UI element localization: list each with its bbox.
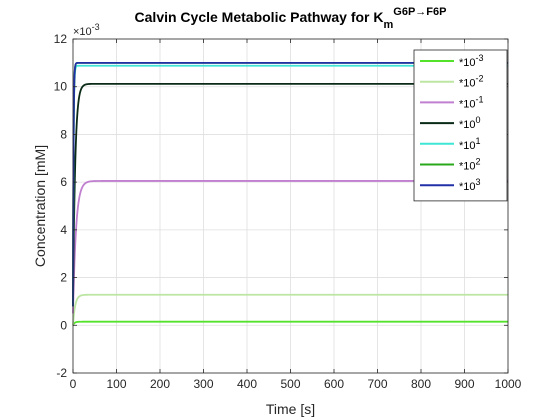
legend-label: *10-3 (459, 53, 484, 69)
y-axis-multiplier: ×10-3 (73, 22, 100, 38)
legend-label: *102 (459, 157, 481, 173)
legend: *10-3 *10-2 *10-1 *100 *101 *102 *103 (413, 49, 508, 202)
y-axis-multiplier-exponent: -3 (92, 22, 100, 32)
y-axis-multiplier-base: ×10 (73, 26, 92, 38)
series-line (72, 61, 508, 307)
series-line (72, 320, 508, 327)
x-tick-label: 500 (280, 377, 300, 391)
legend-label: *10-1 (459, 94, 484, 110)
x-tick-label: 100 (106, 377, 126, 391)
x-tick-label: 1000 (495, 377, 522, 391)
chart-title-subscript: m (384, 19, 394, 31)
chart-title: Calvin Cycle Metabolic Pathway for KmG6P… (135, 6, 447, 31)
legend-label: *101 (459, 136, 481, 152)
x-tick-label: 900 (454, 377, 474, 391)
x-tick-label: 600 (324, 377, 344, 391)
x-tick-label: 0 (70, 377, 77, 391)
x-tick-label: 300 (193, 377, 213, 391)
chart-title-superscript: G6P→F6P (393, 6, 446, 18)
y-tick-label: 0 (60, 318, 67, 332)
data-series (72, 61, 508, 327)
x-tick-label: 200 (150, 377, 170, 391)
series-line (72, 82, 508, 308)
x-tick-label: 700 (367, 377, 387, 391)
legend-box (413, 49, 508, 202)
x-tick-label: 800 (411, 377, 431, 391)
y-tick-label: 6 (60, 175, 67, 189)
y-tick-label: 12 (54, 32, 68, 46)
series-line (72, 64, 508, 307)
legend-label: *103 (459, 177, 481, 193)
series-line (72, 293, 508, 327)
y-tick-label: 8 (60, 127, 67, 141)
series-line (72, 180, 508, 315)
y-tick-label: 4 (60, 223, 67, 237)
axis-ticks: 0 100 200 300 400 500 600 700 800 900 1000-2024681… (54, 32, 522, 391)
y-axis-label: Concentration [mM] (32, 145, 48, 267)
legend-label: *10-2 (459, 74, 484, 90)
legend-label: *100 (459, 115, 481, 131)
y-tick-label: 10 (54, 80, 68, 94)
x-axis-label: Time [s] (266, 401, 315, 417)
y-tick-label: -2 (56, 366, 67, 380)
y-tick-label: 2 (60, 271, 67, 285)
chart-title-main: Calvin Cycle Metabolic Pathway for K (135, 9, 384, 25)
x-tick-label: 400 (237, 377, 257, 391)
legend-entries: *10-3 *10-2 *10-1 *100 *101 *102 *103 (420, 53, 484, 193)
